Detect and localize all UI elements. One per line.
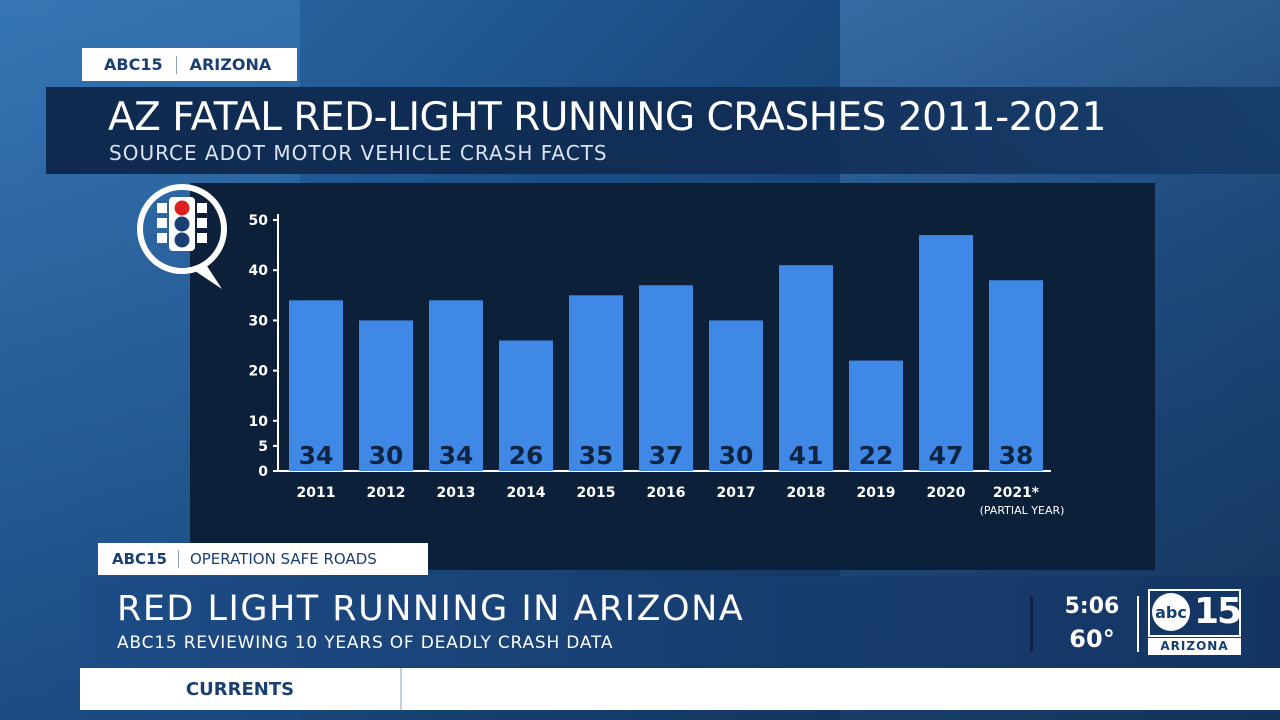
ticker-bar: CURRENTS xyxy=(80,668,1280,710)
x-tick-label: 2011 xyxy=(297,485,336,501)
divider-left xyxy=(1030,596,1033,652)
bar-value-label: 34 xyxy=(439,441,474,470)
bar xyxy=(779,265,833,471)
station-name: ABC15 xyxy=(104,55,163,74)
bar-value-label: 26 xyxy=(509,441,544,470)
bar-value-label: 34 xyxy=(299,441,334,470)
bar xyxy=(989,280,1043,471)
logo-frame xyxy=(1148,589,1241,637)
tag-divider xyxy=(175,55,177,74)
temperature-readout: 60° xyxy=(1069,625,1115,653)
x-tick-label: 2017 xyxy=(717,485,756,501)
bar xyxy=(849,360,903,471)
graphic-subtitle: SOURCE ADOT MOTOR VEHICLE CRASH FACTS xyxy=(109,141,608,165)
segment-station: ABC15 xyxy=(112,550,167,568)
graphic-title: AZ FATAL RED-LIGHT RUNNING CRASHES 2011-… xyxy=(108,95,1106,140)
bar xyxy=(639,285,693,471)
bar-value-label: 41 xyxy=(789,441,824,470)
time-readout: 5:06 xyxy=(1064,594,1120,619)
lower-third-band xyxy=(80,577,1280,666)
segment-name: OPERATION SAFE ROADS xyxy=(189,550,377,568)
bar xyxy=(709,320,763,471)
segment-tag: ABC15 OPERATION SAFE ROADS xyxy=(98,543,428,575)
x-tick-label: 2019 xyxy=(857,485,896,501)
title-band xyxy=(46,87,1280,174)
ticker-divider xyxy=(400,668,402,710)
x-tick-label: 2020 xyxy=(927,485,966,501)
bar-value-label: 38 xyxy=(999,441,1034,470)
x-tick-label: 2013 xyxy=(437,485,476,501)
x-tick-label: 2015 xyxy=(577,485,616,501)
bar xyxy=(359,320,413,471)
abc15-logo: abc 15 ARIZONA xyxy=(1148,589,1242,655)
region-name: ARIZONA xyxy=(189,55,272,74)
y-tick-label: 0 xyxy=(258,464,268,480)
bar xyxy=(289,300,343,471)
x-tick-label: 2021* xyxy=(993,485,1040,501)
y-tick-label: 30 xyxy=(249,313,269,329)
y-tick-label: 50 xyxy=(249,213,269,229)
bar-value-label: 30 xyxy=(719,441,754,470)
y-tick-label: 5 xyxy=(258,439,268,455)
logo-abc: abc xyxy=(1152,593,1190,631)
bar-value-label: 37 xyxy=(649,441,684,470)
ticker-label: CURRENTS xyxy=(185,678,295,700)
bar xyxy=(429,300,483,471)
bar xyxy=(919,235,973,471)
headline: RED LIGHT RUNNING IN ARIZONA xyxy=(117,589,745,629)
y-tick-label: 40 xyxy=(249,263,269,279)
y-tick-label: 10 xyxy=(249,414,269,430)
bar-value-label: 30 xyxy=(369,441,404,470)
bar-chart: 0 5 10 20 30 40 50 34 2011 30 2012 34 2013 26 2014 35 20… xyxy=(249,213,1065,517)
x-tick-label: 2016 xyxy=(647,485,686,501)
x-tick-label: 2014 xyxy=(507,485,546,501)
segment-divider xyxy=(177,550,179,568)
y-tick-label: 20 xyxy=(249,364,269,380)
bar xyxy=(569,295,623,471)
x-tick-label: 2012 xyxy=(367,485,406,501)
bar xyxy=(499,340,553,471)
divider-right xyxy=(1137,596,1139,652)
logo-region: ARIZONA xyxy=(1148,638,1241,655)
traffic-light-icon xyxy=(137,184,227,289)
subheadline: ABC15 REVIEWING 10 YEARS OF DEADLY CRASH… xyxy=(117,633,614,653)
bar-value-label: 47 xyxy=(929,441,964,470)
bar-value-label: 22 xyxy=(859,441,894,470)
x-tick-label: 2018 xyxy=(787,485,826,501)
bar-value-label: 35 xyxy=(579,441,614,470)
logo-number: 15 xyxy=(1194,591,1242,632)
station-tag: ABC15 ARIZONA xyxy=(82,48,297,81)
partial-year-note: (PARTIAL YEAR) xyxy=(980,504,1065,517)
